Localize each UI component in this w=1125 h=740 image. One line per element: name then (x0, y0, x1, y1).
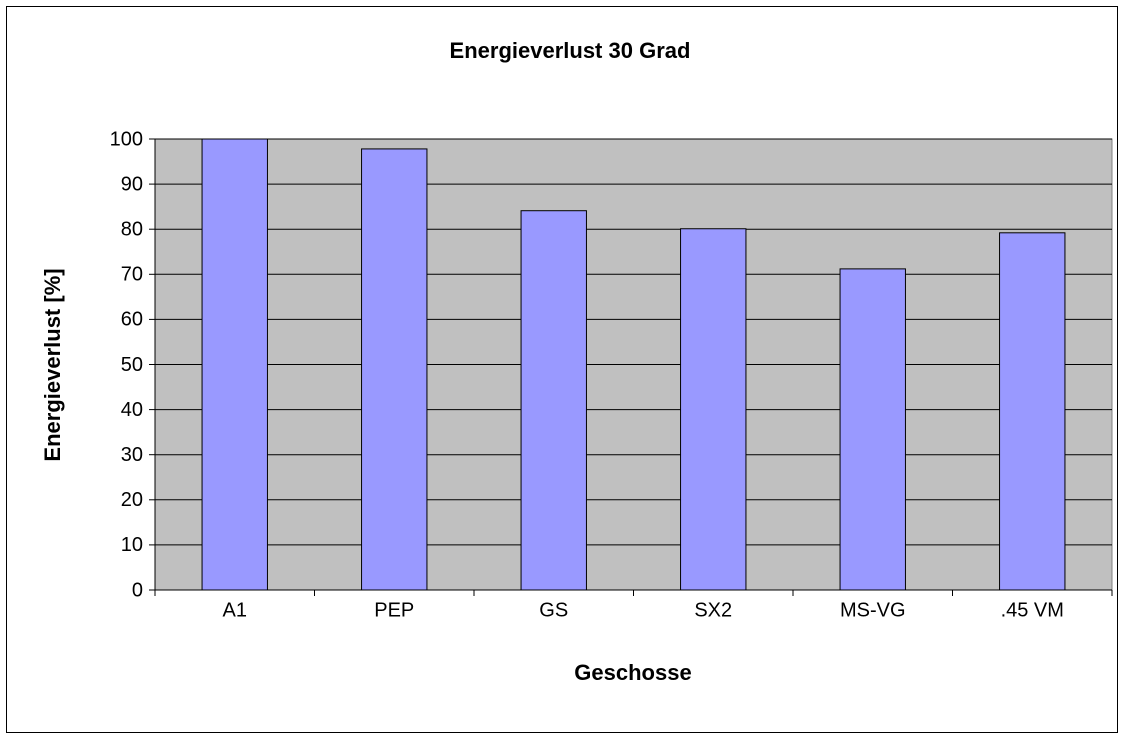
y-tick-label: 40 (121, 399, 143, 421)
y-tick-label: 60 (121, 309, 143, 331)
y-tick-label: 30 (121, 444, 143, 466)
y-axis-label: Energieverlust [%] (40, 268, 65, 461)
x-tick-label: A1 (223, 599, 247, 621)
y-tick-label: 90 (121, 173, 143, 195)
x-tick-label: SX2 (694, 599, 732, 621)
y-tick-label: 20 (121, 489, 143, 511)
x-tick-label: GS (539, 599, 568, 621)
bar (999, 232, 1066, 591)
x-tick-label: PEP (374, 599, 414, 621)
y-tick-label: 100 (110, 128, 143, 150)
x-axis-label: Geschosse (574, 660, 691, 685)
y-tick-label: 70 (121, 264, 143, 286)
bar (839, 268, 906, 591)
y-tick-label: 80 (121, 218, 143, 240)
bar (361, 148, 428, 591)
bar (520, 210, 587, 591)
bar (680, 228, 747, 591)
y-tick-label: 50 (121, 354, 143, 376)
y-tick-label: 0 (132, 579, 143, 601)
chart-title: Energieverlust 30 Grad (450, 38, 691, 63)
x-tick-label: .45 VM (1001, 599, 1064, 621)
x-tick-label: MS-VG (840, 599, 906, 621)
y-tick-label: 10 (121, 534, 143, 556)
bar (201, 138, 268, 591)
